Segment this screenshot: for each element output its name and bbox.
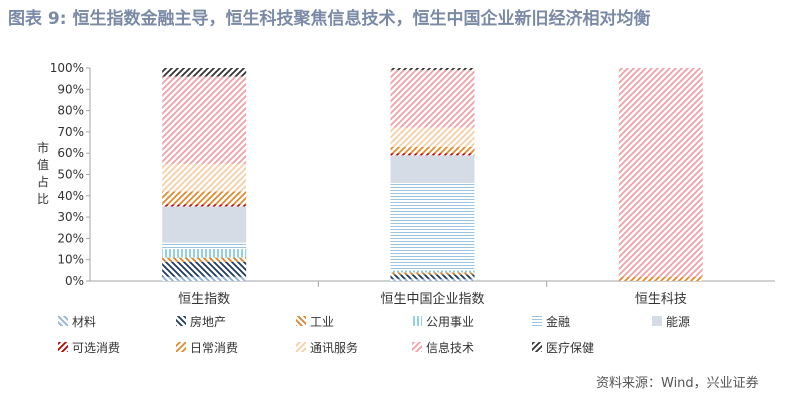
bar-segment-能源 (162, 206, 247, 243)
legend-swatch (652, 316, 662, 326)
bar-segment-工业 (162, 257, 247, 262)
legend-label: 公用事业 (426, 315, 474, 329)
bar-segment-金融 (162, 242, 247, 250)
legend-label: 医疗保健 (546, 341, 594, 355)
y-axis-label-char: 比 (37, 192, 49, 206)
y-axis-label-char: 值 (37, 157, 49, 172)
y-tick-label: 90% (57, 82, 84, 96)
bar-segment-可选消费 (162, 204, 247, 207)
bar-segment-能源 (390, 155, 475, 184)
legend-swatch (176, 316, 186, 326)
bar-segment-可选消费 (390, 153, 475, 156)
y-tick-label: 30% (57, 210, 84, 224)
y-tick-label: 70% (57, 125, 84, 139)
legend-swatch (412, 342, 422, 352)
bar-segment-日常消费 (618, 276, 703, 281)
bar-segment-材料 (162, 276, 247, 281)
y-tick-label: 100% (50, 61, 84, 75)
bar-segment-公用事业 (162, 249, 247, 258)
legend-swatch (296, 316, 306, 326)
bar-segment-医疗保健 (162, 68, 247, 77)
legend-swatch (58, 342, 68, 352)
bar-segment-日常消费 (390, 146, 475, 154)
y-tick-label: 50% (57, 168, 84, 182)
bar-segment-工业 (390, 272, 475, 275)
legend-label: 能源 (666, 315, 690, 329)
bar-segment-医疗保健 (390, 68, 475, 71)
y-tick-label: 0% (65, 274, 84, 288)
legend-swatch (296, 342, 306, 352)
legend-label: 日常消费 (190, 341, 238, 355)
x-category-label: 恒生指数 (178, 292, 230, 307)
y-tick-label: 60% (57, 146, 84, 160)
y-tick-label: 20% (57, 231, 84, 245)
legend-label: 金融 (546, 314, 570, 329)
bar-segment-房地产 (162, 261, 247, 277)
bar-segment-房地产 (390, 274, 475, 279)
legend-label: 可选消费 (72, 341, 120, 355)
bar-segment-通讯服务 (390, 127, 475, 147)
source-note: 资料来源：Wind，兴业证券 (596, 376, 759, 391)
x-category-label: 恒生科技 (635, 292, 687, 307)
bar-segment-材料 (390, 278, 475, 281)
y-tick-label: 10% (57, 253, 84, 267)
legend-swatch (532, 342, 542, 352)
legend-label: 信息技术 (426, 340, 474, 355)
bar-segment-信息技术 (162, 76, 247, 164)
y-tick-label: 80% (57, 104, 84, 118)
chart-title: 图表 9: 恒生指数金融主导，恒生科技聚焦信息技术，恒生中国企业新旧经济相对均衡 (8, 9, 651, 29)
legend-label: 工业 (310, 315, 334, 329)
y-axis-label-char: 市 (37, 140, 49, 155)
y-axis-label-char: 占 (37, 174, 49, 189)
bar-segment-信息技术 (618, 68, 703, 277)
legend-swatch (176, 342, 186, 352)
bar-segment-信息技术 (390, 70, 475, 128)
legend-swatch (532, 316, 542, 326)
bar-segment-通讯服务 (162, 163, 247, 192)
legend-label: 房地产 (190, 314, 226, 329)
x-category-label: 恒生中国企业指数 (380, 291, 484, 307)
bar-segment-公用事业 (390, 270, 475, 273)
bar-segment-金融 (390, 183, 475, 271)
legend-swatch (412, 316, 422, 326)
legend-swatch (58, 316, 68, 326)
legend-label: 通讯服务 (310, 340, 358, 355)
y-tick-label: 40% (57, 189, 84, 203)
legend-label: 材料 (72, 315, 96, 329)
bar-segment-日常消费 (162, 191, 247, 205)
